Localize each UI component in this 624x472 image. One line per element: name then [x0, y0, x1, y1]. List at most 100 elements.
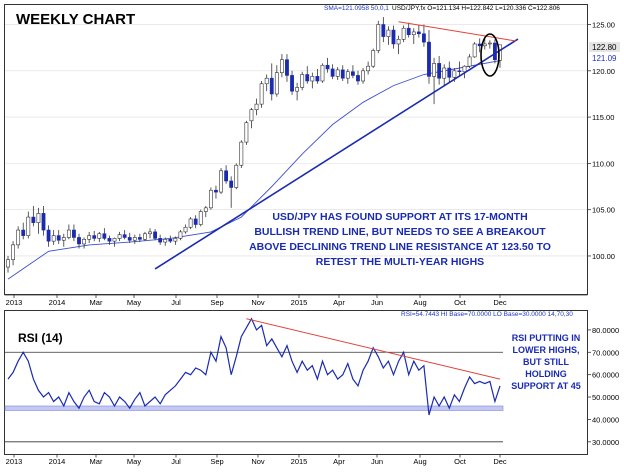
candle — [274, 65, 279, 97]
candle-body-down — [102, 233, 107, 239]
candle-body-down — [285, 59, 289, 76]
candle — [467, 54, 472, 69]
candle — [208, 187, 213, 210]
candle — [356, 70, 360, 85]
candle-body-down — [416, 31, 421, 35]
candle-body-down — [493, 42, 497, 60]
candle — [229, 176, 234, 208]
date-tick-label: Nov — [251, 457, 265, 466]
candle — [493, 39, 497, 64]
candle — [462, 65, 467, 79]
candle — [295, 82, 300, 101]
rsi-trend-line — [246, 318, 501, 380]
candle-body-up — [361, 70, 365, 82]
candle-body-down — [437, 63, 442, 79]
price-annotation-line: USD/JPY HAS FOUND SUPPORT AT ITS 17-MONT… — [272, 211, 527, 223]
date-tick-label: 2014 — [49, 298, 66, 307]
candle-body-up — [87, 235, 92, 240]
candle-body-down — [127, 237, 132, 241]
candle-body-up — [173, 238, 178, 242]
candle — [259, 80, 264, 108]
price-annotation-line: ABOVE DECLINING TREND LINE RESISTANCE AT… — [249, 241, 551, 253]
rsi-resistance-line — [246, 318, 501, 380]
rsi-tick-label: 50.0000 — [592, 393, 619, 402]
date-tick-label: Dec — [493, 457, 507, 466]
candle — [11, 241, 15, 266]
rsi-support-rect — [4, 405, 504, 411]
price-tick-label: 125.00 — [592, 21, 615, 30]
candle — [285, 54, 289, 82]
rsi-levels — [5, 351, 503, 443]
date-tick-label: May — [127, 298, 141, 307]
candle — [325, 57, 330, 73]
date-tick-label: Mar — [90, 298, 103, 307]
sma-price-label: 121.09 — [592, 54, 617, 63]
candle-body-down — [305, 74, 310, 82]
candle-body-down — [158, 238, 163, 243]
price-panel-frame — [4, 4, 588, 295]
date-tick-label: Dec — [493, 298, 507, 307]
candle-body-up — [432, 63, 436, 77]
candle-body-up — [264, 77, 269, 85]
candle-body-down — [406, 27, 411, 35]
candle — [432, 57, 436, 105]
last-price-box — [589, 42, 620, 52]
candle — [163, 237, 168, 246]
candle-body-up — [442, 67, 447, 79]
candle — [427, 30, 431, 84]
candle-body-down — [77, 237, 81, 245]
candle-body-down — [72, 229, 76, 238]
candle — [102, 228, 107, 241]
candle — [153, 229, 157, 241]
candle — [46, 225, 51, 247]
price-header-sma: SMA=121.0958 50,0,1 — [324, 5, 389, 12]
candle — [137, 233, 142, 243]
candle — [300, 71, 305, 91]
candle — [143, 231, 147, 242]
date-tick-label: Jun — [371, 457, 383, 466]
candle-body-up — [143, 233, 147, 240]
candle — [26, 211, 31, 239]
candle-body-down — [193, 218, 198, 225]
candle — [279, 54, 284, 78]
date-tick-label: Aug — [413, 298, 426, 307]
candle — [158, 234, 163, 245]
candle-body-down — [356, 75, 360, 82]
candle — [371, 48, 376, 69]
candle-body-up — [26, 216, 31, 236]
candle — [77, 233, 81, 249]
candle-body-up — [163, 239, 168, 243]
candle — [214, 185, 218, 199]
candle-body-up — [452, 70, 457, 78]
candle — [269, 63, 274, 101]
candle — [82, 237, 86, 249]
candle-body-down — [391, 29, 396, 45]
date-tick-label: Aug — [413, 457, 426, 466]
candle-body-up — [274, 72, 279, 95]
rsi-tick-label: 40.0000 — [592, 415, 619, 424]
price-tick-label: 115.00 — [592, 113, 614, 122]
candle — [66, 224, 71, 240]
last-price-label: 122.80 — [592, 43, 617, 52]
candle-body-up — [239, 141, 244, 166]
candle — [396, 35, 401, 55]
rsi-support-band — [4, 405, 504, 411]
candle-body-down — [325, 64, 330, 70]
date-tick-label: Oct — [454, 457, 467, 466]
candle — [168, 235, 173, 244]
candle-body-down — [137, 237, 142, 240]
price-annotation: USD/JPY HAS FOUND SUPPORT AT ITS 17-MONT… — [249, 211, 551, 268]
candle — [437, 55, 442, 85]
candle-body-down — [168, 239, 173, 242]
candle — [203, 205, 208, 218]
candle-body-up — [254, 103, 259, 110]
candle — [198, 209, 203, 227]
date-tick-label: Sep — [210, 457, 223, 466]
date-tick-label: 2013 — [6, 298, 23, 307]
candle-body-up — [462, 65, 467, 73]
rsi-annotation-line: HOLDING — [525, 369, 567, 379]
candle-body-up — [467, 56, 472, 67]
trend-lines — [154, 21, 519, 270]
candle — [148, 228, 152, 239]
candle-body-up — [51, 235, 56, 242]
